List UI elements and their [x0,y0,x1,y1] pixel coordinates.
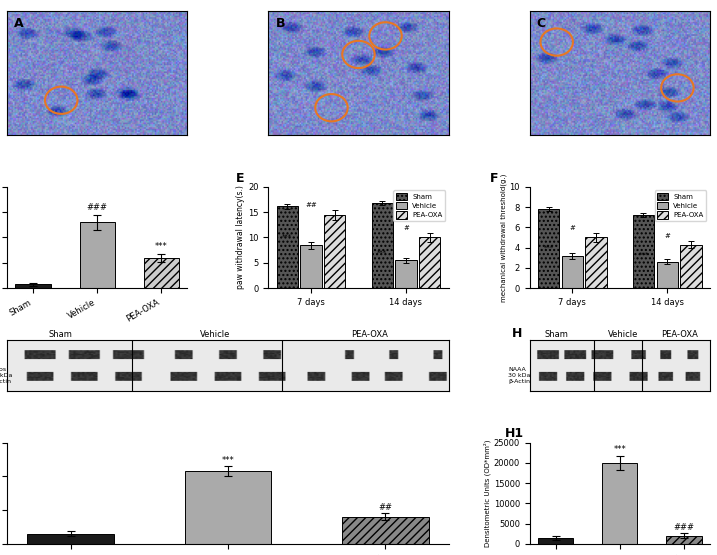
Text: ###: ### [87,203,108,212]
Bar [277,206,298,288]
Bar [184,471,271,544]
Bar [633,215,654,288]
Text: Vehicle: Vehicle [199,330,230,340]
Text: ***: *** [155,242,168,251]
Text: C-Fos
62 kDa
β-Actin: C-Fos 62 kDa β-Actin [0,367,12,384]
Legend: Sham, Vehicle, PEA-OXA: Sham, Vehicle, PEA-OXA [394,190,445,221]
Text: ###: ### [673,523,695,532]
Bar [80,223,115,288]
Bar [144,258,179,288]
Bar [538,209,559,288]
Text: ***: *** [282,234,293,240]
Bar [419,238,440,288]
Bar [666,536,702,544]
Text: B: B [275,17,285,31]
Bar [27,534,114,544]
Text: ##: ## [379,503,392,512]
Text: Sham: Sham [545,330,569,340]
Y-axis label: Densitometric Units (OD*mm²): Densitometric Units (OD*mm²) [483,440,491,547]
Bar [342,517,429,544]
Text: #: # [664,233,670,239]
Text: ***: *** [222,456,234,465]
Bar [300,245,322,288]
Text: ##: ## [305,201,317,208]
Bar [585,238,607,288]
Text: Sham: Sham [48,330,72,340]
Text: PEA-OXA: PEA-OXA [351,330,388,340]
Text: H: H [512,327,522,341]
Text: ***: *** [638,251,649,258]
Text: ***: *** [377,250,387,256]
Text: H1: H1 [505,427,523,441]
Text: F: F [490,171,498,185]
Y-axis label: mechanical withdrawal threshold(g.): mechanical withdrawal threshold(g.) [500,173,507,302]
Text: A: A [14,17,24,31]
Text: #: # [403,225,409,231]
Bar [561,256,583,288]
Bar [602,463,637,544]
Text: E: E [236,171,244,185]
Text: ***: *** [543,245,554,251]
Text: NAAA
30 kDa
β-Actin: NAAA 30 kDa β-Actin [508,367,531,384]
Legend: Sham, Vehicle, PEA-OXA: Sham, Vehicle, PEA-OXA [655,190,706,221]
Bar [324,215,346,288]
Bar [371,203,393,288]
Bar [538,538,573,544]
Y-axis label: paw withdrawal latency(s.): paw withdrawal latency(s.) [237,185,245,289]
Bar [395,260,417,288]
Text: PEA-OXA: PEA-OXA [661,330,698,340]
Text: C: C [537,17,546,31]
Text: #: # [569,225,575,231]
Text: ***: *** [613,445,626,455]
Bar [15,284,51,288]
Text: Vehicle: Vehicle [608,330,639,340]
Bar [657,262,678,288]
Bar [680,245,702,288]
